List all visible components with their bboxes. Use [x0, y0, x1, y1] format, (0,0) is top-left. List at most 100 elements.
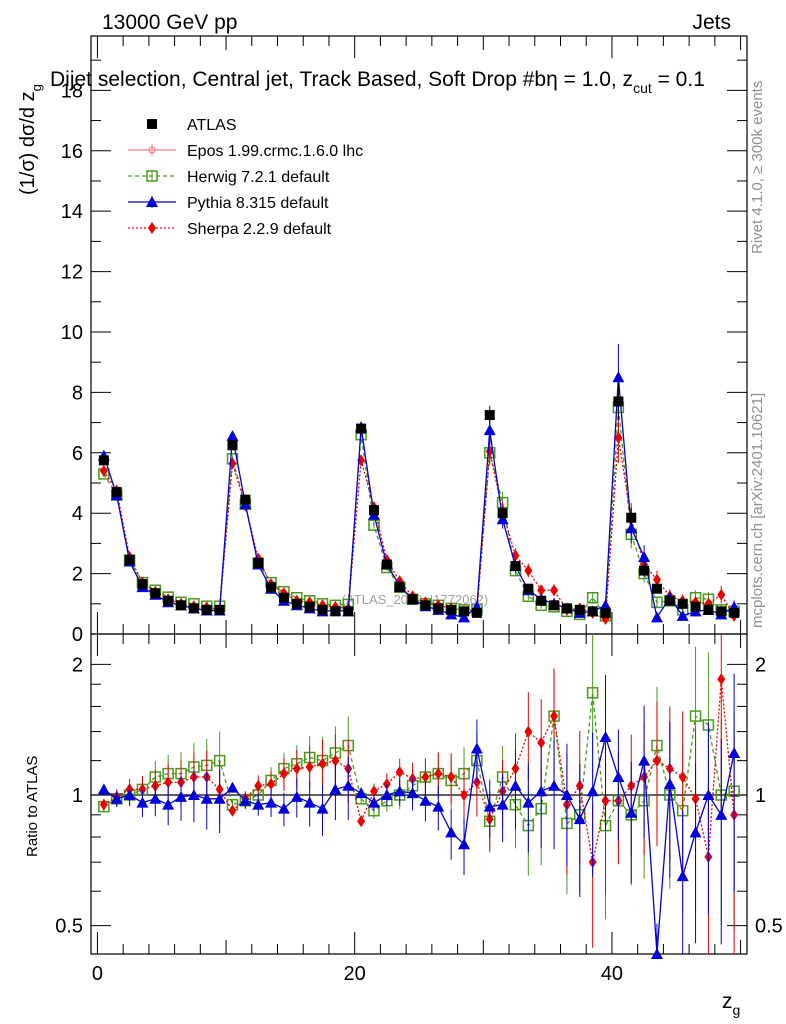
- legend-item-atlas: ATLAS: [147, 117, 237, 134]
- point-pythia: [458, 611, 471, 623]
- ratio-point-pythia: [136, 796, 149, 808]
- point-sherpa: [614, 431, 623, 444]
- point-atlas: [227, 440, 238, 451]
- ratio-point-pythia: [149, 792, 162, 804]
- main-ylabel-sub: g: [29, 84, 44, 91]
- legend-item-sherpa: Sherpa 2.2.9 default: [128, 221, 332, 238]
- main-series: [97, 343, 741, 625]
- main-ytick-label: 10: [61, 322, 83, 344]
- main-ytick-label: 18: [61, 80, 83, 102]
- ratio-point-herwig: [689, 710, 702, 722]
- point-pythia: [599, 599, 612, 611]
- x-tick-label: 20: [344, 963, 366, 985]
- point-atlas: [664, 595, 675, 606]
- main-ytick-label: 0: [72, 624, 83, 646]
- point-herwig: [651, 596, 663, 609]
- ratio-point-pythia: [612, 771, 625, 783]
- ratio-point-pythia: [625, 806, 638, 818]
- ratio-ytick-label-right: 0.5: [755, 916, 783, 938]
- ratio-point-pythia: [728, 746, 741, 758]
- plot-title-sub: cut: [633, 80, 652, 96]
- series-herwig: [98, 378, 740, 622]
- legend-item-epos: Epos 1.99.crmc.1.6.0 lhc: [128, 143, 363, 160]
- main-ytick-label: 8: [72, 382, 83, 404]
- main-ytick-label: 4: [72, 503, 83, 525]
- legend-marker-pythia: [146, 196, 158, 207]
- rivet-label: Rivet 4.1.0, ≥ 300k events: [749, 81, 766, 254]
- ratio-point-pythia: [470, 742, 483, 754]
- point-atlas: [407, 594, 418, 605]
- ratio-point-pythia: [393, 785, 406, 797]
- ratio-point-pythia: [638, 754, 651, 766]
- ratio-panel-frame: [90, 633, 748, 955]
- point-atlas: [420, 600, 431, 611]
- ratio-point-pythia: [663, 778, 676, 790]
- header-right: Jets: [692, 11, 731, 34]
- main-ytick-label: 2: [72, 564, 83, 586]
- legend-item-pythia: Pythia 8.315 default: [128, 195, 329, 212]
- ratio-point-sherpa: [652, 754, 661, 767]
- ratio-point-pythia: [123, 788, 136, 800]
- point-pythia: [625, 522, 638, 534]
- point-atlas: [317, 604, 328, 615]
- main-ylabel-text: (1/σ) dσ/d z: [17, 91, 39, 195]
- point-atlas: [484, 410, 495, 421]
- point-atlas: [304, 601, 315, 612]
- ratio-point-sherpa: [279, 767, 288, 780]
- legend-marker-herwig: [146, 170, 158, 182]
- point-pythia: [483, 424, 496, 436]
- legend-label-atlas: ATLAS: [187, 117, 237, 134]
- point-atlas: [459, 606, 470, 617]
- point-atlas: [471, 607, 482, 618]
- series-atlas: [98, 383, 740, 618]
- ratio-point-sherpa: [537, 736, 546, 749]
- point-atlas: [716, 606, 727, 617]
- point-atlas: [626, 512, 637, 523]
- point-atlas: [381, 559, 392, 570]
- point-atlas: [510, 561, 521, 572]
- point-atlas: [150, 588, 161, 599]
- point-atlas: [343, 606, 354, 617]
- point-pythia: [612, 371, 625, 383]
- point-atlas: [574, 604, 585, 615]
- point-atlas: [690, 601, 701, 612]
- ratio-point-sherpa: [164, 776, 173, 789]
- point-sherpa: [717, 588, 726, 601]
- ratio-point-pythia: [213, 792, 226, 804]
- point-atlas: [124, 555, 135, 566]
- ratio-point-sherpa: [717, 673, 726, 686]
- point-atlas: [446, 604, 457, 615]
- ratio-point-sherpa: [267, 778, 276, 791]
- x-axis-label-text: z: [722, 990, 733, 1013]
- ratio-point-herwig: [586, 687, 599, 699]
- main-ylabel: (1/σ) dσ/d zg: [17, 84, 44, 195]
- ratio-point-pythia: [496, 798, 509, 810]
- ratio-point-pythia: [483, 800, 496, 812]
- ratio-point-sherpa: [395, 765, 404, 778]
- ratio-point-sherpa: [305, 761, 314, 774]
- ratio-point-sherpa: [228, 804, 237, 817]
- point-pythia: [676, 609, 689, 621]
- legend-label-sherpa: Sherpa 2.2.9 default: [187, 221, 332, 238]
- legend-label-herwig: Herwig 7.2.1 default: [187, 169, 330, 186]
- ratio-point-pythia: [252, 798, 265, 810]
- ratio-ytick-label: 2: [72, 654, 83, 676]
- ratio-point-pythia: [676, 870, 689, 882]
- ratio-point-sherpa: [524, 725, 533, 738]
- point-atlas: [111, 487, 122, 498]
- ratio-point-pythia: [650, 948, 663, 959]
- point-atlas: [433, 603, 444, 614]
- plot-title-end: = 0.1: [652, 68, 705, 91]
- point-atlas: [266, 582, 277, 593]
- point-atlas: [651, 583, 662, 594]
- ratio-point-pythia: [187, 788, 200, 800]
- ratio-point-pythia: [535, 785, 548, 797]
- ratio-point-pythia: [599, 731, 612, 743]
- point-pythia: [226, 430, 239, 442]
- ratio-point-pythia: [110, 792, 123, 804]
- point-atlas: [253, 558, 264, 569]
- ratio-ytick-label: 0.5: [55, 916, 83, 938]
- point-atlas: [188, 603, 199, 614]
- ratio-point-pythia: [200, 792, 213, 804]
